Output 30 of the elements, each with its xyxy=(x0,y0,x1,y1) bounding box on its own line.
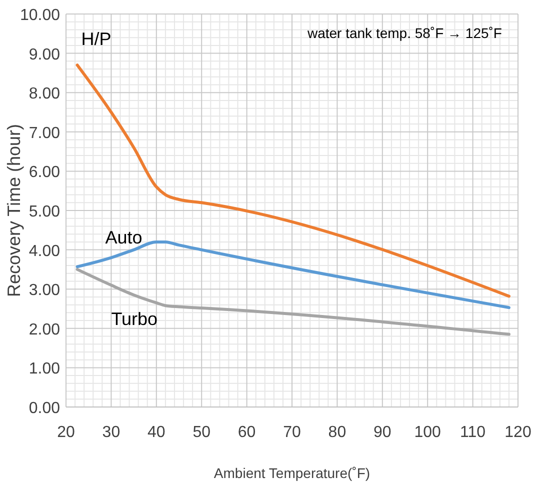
y-tick-label: 8.00 xyxy=(28,86,60,103)
y-tick-label: 0.00 xyxy=(28,400,60,417)
x-tick-label: 70 xyxy=(283,424,301,441)
x-tick-label: 80 xyxy=(328,424,346,441)
x-axis-title: Ambient Temperature(˚F) xyxy=(214,465,370,481)
x-tick-label: 110 xyxy=(460,424,486,441)
y-tick-label: 9.00 xyxy=(28,46,60,64)
x-tick-label: 90 xyxy=(374,424,392,441)
series-label: Auto xyxy=(105,228,142,248)
x-tick-label: 40 xyxy=(148,424,166,441)
series-label: Turbo xyxy=(111,309,158,330)
x-tick-label: 120 xyxy=(504,424,532,441)
y-tick-label: 1.00 xyxy=(28,360,60,378)
y-tick-label: 10.00 xyxy=(20,7,60,24)
y-tick-label: 7.00 xyxy=(28,124,60,142)
y-tick-label: 6.00 xyxy=(28,164,60,182)
annotation: water tank temp. 58˚F → 125˚F xyxy=(306,25,502,41)
x-tick-label: 20 xyxy=(57,424,75,441)
line-series xyxy=(76,64,510,298)
x-tick-label: 50 xyxy=(192,424,211,441)
y-tick-label: 4.00 xyxy=(28,242,60,260)
series-label: H/P xyxy=(81,29,112,50)
x-tick-label: 30 xyxy=(102,424,120,441)
y-axis-title: Recovery Time (hour) xyxy=(4,124,24,298)
y-tick-label: 2.00 xyxy=(28,321,60,338)
y-tick-label: 5.00 xyxy=(28,204,60,220)
x-tick-label: 100 xyxy=(414,424,442,441)
x-tick-label: 60 xyxy=(238,424,256,441)
y-tick-label: 3.00 xyxy=(28,282,60,300)
line-series xyxy=(76,268,510,336)
